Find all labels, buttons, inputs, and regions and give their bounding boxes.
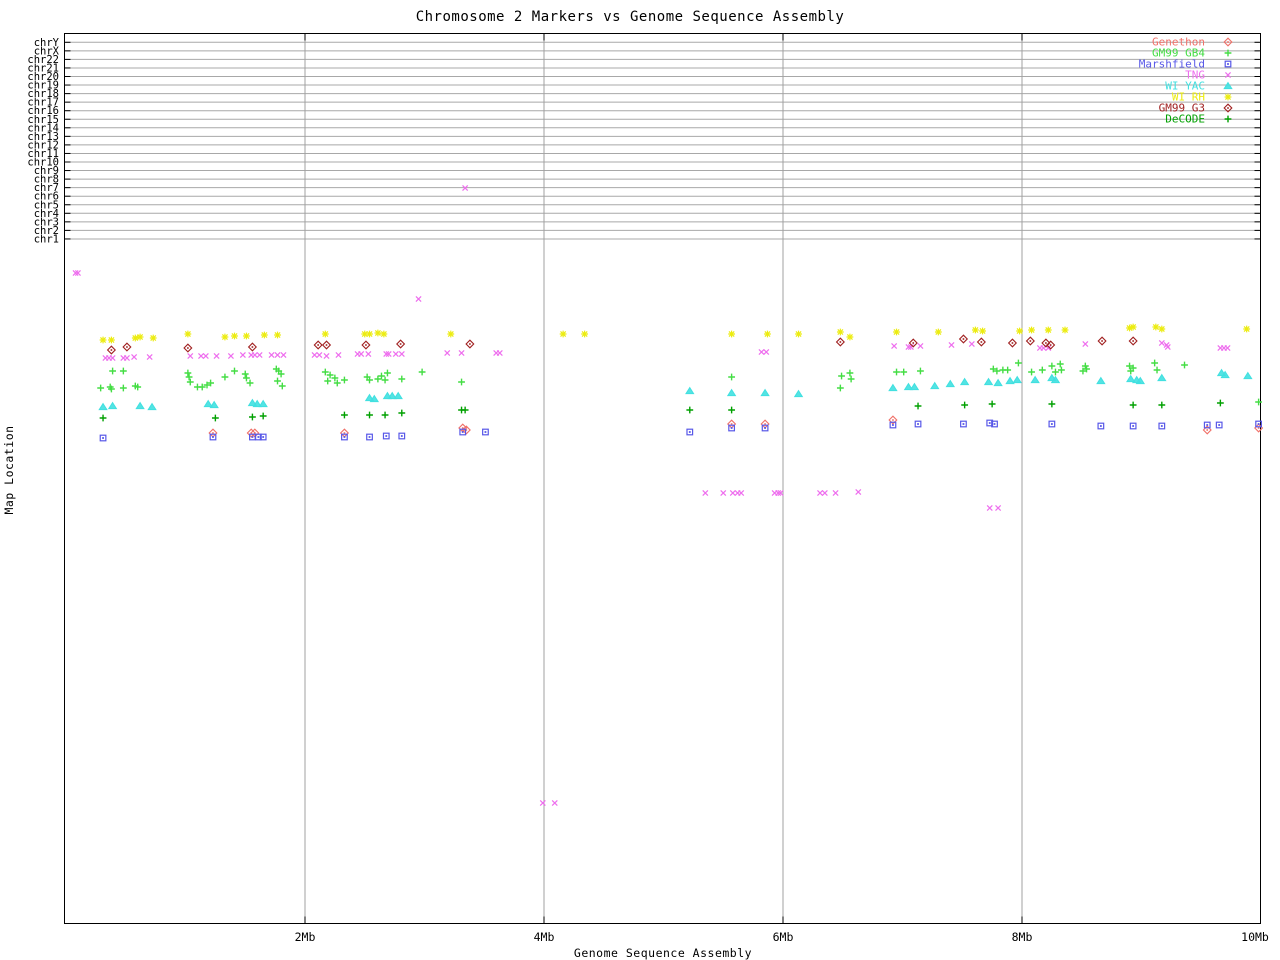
y-tick-label: chr14 — [27, 122, 59, 134]
legend-label: WI RH — [1172, 91, 1205, 104]
legend-entry-wi-yac: WI YAC — [1165, 80, 1233, 93]
y-tick-label: chrY — [34, 37, 60, 49]
series-wi-yac — [98, 368, 1253, 411]
x-axis-title: Genome Sequence Assembly — [573, 946, 753, 960]
horizontal-gridlines — [64, 41, 1261, 240]
y-tick-label: chr20 — [27, 71, 59, 83]
y-tick-label: chr16 — [27, 105, 59, 117]
x-tick-label: 10Mb — [1241, 930, 1269, 944]
y-tick-label: chr12 — [27, 139, 59, 151]
legend-entry-gm99-g3: GM99 G3 — [1159, 102, 1233, 115]
legend-entry-gm99-gb4: GM99 GB4 — [1152, 47, 1232, 60]
y-tick-label: chr5 — [34, 199, 59, 211]
y-tick-label: chr22 — [27, 54, 59, 66]
x-tick-label: 4Mb — [534, 930, 555, 944]
legend-label: TNG — [1185, 69, 1205, 82]
legend-entry-genethon: Genethon — [1152, 36, 1233, 49]
y-tick-label: chr8 — [34, 174, 59, 186]
x-tick-labels: 2Mb 4Mb 6Mb 8Mb 10Mb — [295, 930, 1269, 944]
y-tick-label: chr13 — [27, 131, 59, 143]
y-tick-label: chr2 — [34, 225, 59, 237]
vertical-gridlines — [304, 33, 1023, 924]
y-tick-label: chr11 — [27, 148, 59, 160]
chart-title: Chromosome 2 Markers vs Genome Sequence … — [415, 9, 845, 25]
legend-label: GM99 G3 — [1159, 102, 1205, 115]
series-wi-rh — [99, 323, 1251, 344]
legend-entry-wi-rh: WI RH — [1172, 91, 1232, 104]
legend-entry-decode: DeCODE — [1165, 113, 1232, 126]
border-rect — [64, 33, 1261, 924]
series-gm99-gb4 — [97, 359, 1263, 406]
series-marshfield — [99, 419, 1263, 442]
series-gm99-g3 — [106, 334, 1138, 355]
y-tick-label: chrX — [34, 45, 60, 57]
y-tick-label: chr6 — [34, 191, 59, 203]
x-tick-label: 6Mb — [773, 930, 794, 944]
x-tick-label: 8Mb — [1012, 930, 1033, 944]
series-decode — [99, 399, 1224, 422]
legend-label: GM99 GB4 — [1152, 47, 1205, 60]
y-tick-label: chr1 — [34, 233, 59, 245]
y-tick-label: chr3 — [34, 216, 59, 228]
y-tick-label: chr15 — [27, 114, 59, 126]
legend-entry-tng: TNG — [1185, 69, 1232, 82]
y-tick-label: chr18 — [27, 88, 59, 100]
legend-label: Genethon — [1152, 36, 1205, 49]
x-tick-label: 2Mb — [295, 930, 316, 944]
legend-entry-marshfield: Marshfield — [1139, 58, 1232, 71]
y-tick-labels: chrYchrXchr22chr21chr20chr19chr18chr17ch… — [27, 37, 59, 246]
data-points — [72, 184, 1264, 807]
y-tick-label: chr17 — [27, 97, 59, 109]
y-tick-label: chr21 — [27, 62, 59, 74]
legend-label: DeCODE — [1165, 113, 1205, 126]
y-tick-label: chr9 — [34, 165, 59, 177]
y-tick-label: chr7 — [34, 182, 59, 194]
y-tick-label: chr10 — [27, 157, 59, 169]
legend-label: Marshfield — [1139, 58, 1205, 71]
legend-label: WI YAC — [1165, 80, 1205, 93]
y-tick-label: chr4 — [34, 208, 59, 220]
plot-border — [64, 33, 1261, 924]
y-tick-label: chr19 — [27, 80, 59, 92]
series-tng — [72, 184, 1231, 807]
